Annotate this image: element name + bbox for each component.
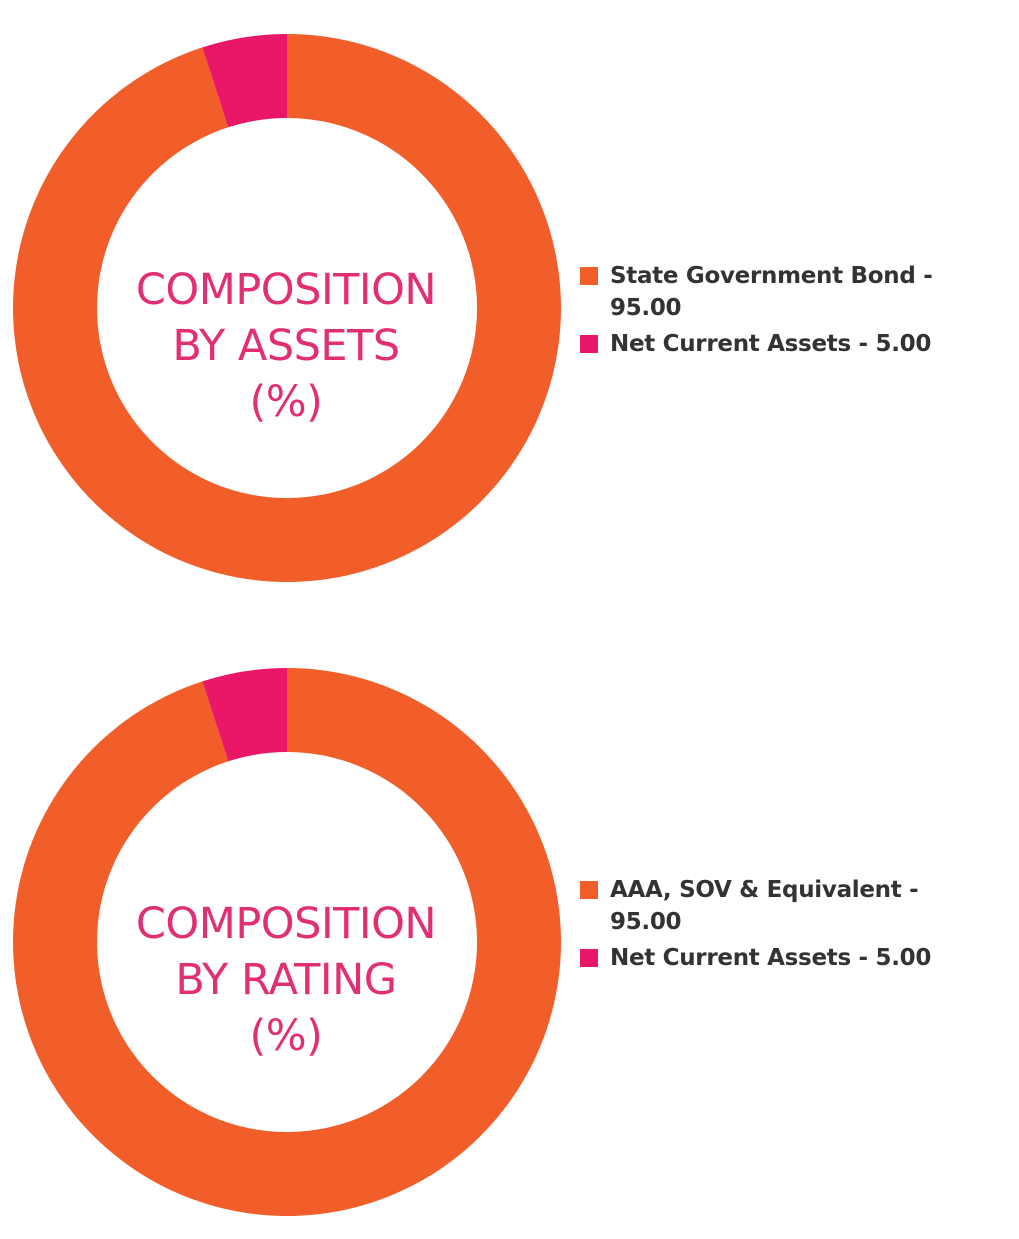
composition-by-rating-chart: COMPOSITION BY RATING (%) AAA, SOV & Equ… — [0, 634, 1019, 1234]
legend-swatch — [580, 267, 598, 285]
legend-swatch — [580, 335, 598, 353]
composition-by-assets-chart: COMPOSITION BY ASSETS (%) State Governme… — [0, 0, 1019, 600]
assets-title-line-1: COMPOSITION — [135, 265, 437, 315]
donut-slice-0 — [13, 34, 562, 582]
legend-label: Net Current Assets - 5.00 — [610, 945, 932, 971]
assets-legend: State Government Bond - 95.00 Net Curren… — [580, 260, 1010, 364]
legend-swatch — [580, 881, 598, 899]
legend-swatch — [580, 949, 598, 967]
rating-title-line-3: (%) — [249, 1011, 323, 1061]
legend-item-net-current-assets: Net Current Assets - 5.00 — [580, 942, 940, 974]
rating-title-line-1: COMPOSITION — [135, 899, 437, 949]
rating-legend: AAA, SOV & Equivalent - 95.00 Net Curren… — [580, 874, 940, 978]
legend-label: AAA, SOV & Equivalent - 95.00 — [610, 877, 919, 935]
legend-item-aaa-sov-equivalent: AAA, SOV & Equivalent - 95.00 — [580, 874, 940, 938]
donut-slice-1 — [202, 34, 287, 128]
legend-item-net-current-assets: Net Current Assets - 5.00 — [580, 328, 1010, 360]
legend-label: State Government Bond - 95.00 — [610, 263, 933, 321]
assets-center-title: COMPOSITION BY ASSETS (%) — [100, 262, 472, 430]
rating-title-line-2: BY RATING — [175, 955, 397, 1005]
legend-label: Net Current Assets - 5.00 — [610, 331, 932, 357]
legend-item-state-government-bond: State Government Bond - 95.00 — [580, 260, 1010, 324]
rating-center-title: COMPOSITION BY RATING (%) — [100, 896, 472, 1064]
rating-donut — [13, 668, 562, 1216]
donut-slice-0 — [13, 668, 562, 1216]
assets-title-line-2: BY ASSETS — [172, 321, 400, 371]
donut-slice-1 — [202, 668, 287, 762]
assets-donut — [13, 34, 562, 582]
assets-title-line-3: (%) — [249, 377, 323, 427]
